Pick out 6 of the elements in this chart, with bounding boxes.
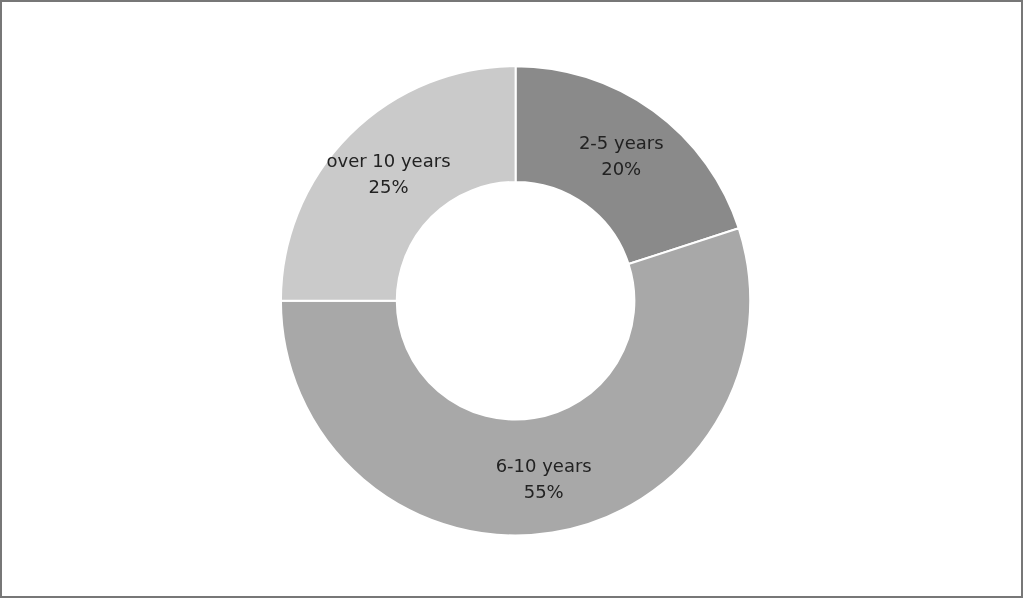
data-label: 25% (368, 176, 409, 198)
data-label: 20% (601, 157, 642, 179)
slice-label: 2-5 years (578, 131, 664, 153)
slice-label: 6-10 years (495, 454, 592, 476)
slice-label: over 10 years (326, 150, 451, 172)
data-label: 55% (523, 480, 564, 502)
